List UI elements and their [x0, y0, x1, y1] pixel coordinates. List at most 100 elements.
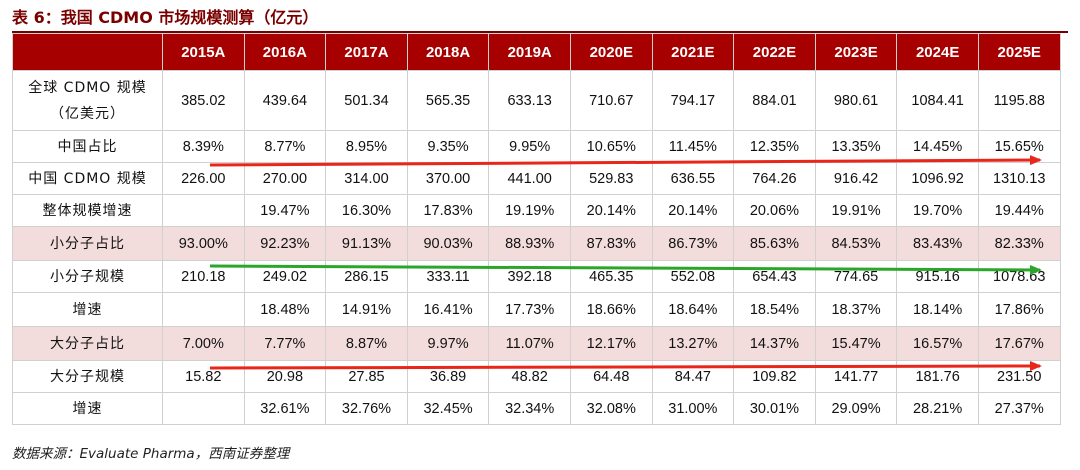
header-year: 2020E	[569, 33, 653, 71]
table-cell: 17.83%	[406, 194, 490, 227]
header-year: 2022E	[733, 33, 816, 71]
table-cell: 439.64	[243, 70, 327, 131]
source-note: 数据来源：Evaluate Pharma，西南证券整理	[12, 446, 290, 462]
table-row: 小分子规模 210.18 249.02 286.15 333.11 392.18 465.3…	[12, 260, 1061, 293]
table-cell: 29.09%	[814, 392, 898, 425]
title-rule	[12, 31, 1068, 33]
table-cell: 9.97%	[406, 326, 490, 361]
table-cell: 884.01	[733, 70, 816, 131]
table-cell: 20.14%	[569, 194, 653, 227]
table-container: 2015A 2016A 2017A 2018A 2019A 2020E 2021E 2022E…	[12, 33, 1061, 425]
table-cell: 636.55	[651, 162, 735, 195]
table-cell: 48.82	[488, 360, 571, 393]
table-row: 大分子规模 15.82 20.98 27.85 36.89 48.82 64.48 84.47…	[12, 360, 1061, 393]
table-cell	[162, 292, 245, 327]
table-cell: 13.35%	[814, 130, 898, 163]
table-cell: 11.07%	[488, 326, 571, 361]
table-cell: 7.00%	[162, 326, 245, 361]
table-cell: 1078.63	[977, 260, 1061, 293]
table-cell: 91.13%	[325, 226, 408, 261]
table-cell: 14.91%	[325, 292, 408, 327]
table-cell: 14.37%	[733, 326, 816, 361]
row-label: 小分子规模	[12, 260, 163, 293]
table-cell	[162, 194, 245, 227]
row-label: 中国 CDMO 规模	[12, 162, 163, 195]
table-cell: 794.17	[651, 70, 735, 131]
table-cell: 83.43%	[896, 226, 979, 261]
table-row: 全球 CDMO 规模 （亿美元） 385.02 439.64 501.34 565.35…	[12, 70, 1061, 131]
table-cell: 18.66%	[569, 292, 653, 327]
table-cell: 552.08	[651, 260, 735, 293]
row-label: 大分子规模	[12, 360, 163, 393]
table-cell: 501.34	[325, 70, 408, 131]
table-cell: 141.77	[814, 360, 898, 393]
table-cell: 333.11	[406, 260, 490, 293]
table-cell: 85.63%	[733, 226, 816, 261]
table-row: 中国占比 8.39% 8.77% 8.95% 9.35% 9.95% 10.65% 11.45…	[12, 130, 1061, 163]
header-corner	[12, 33, 163, 71]
table-cell: 8.87%	[325, 326, 408, 361]
table-title: 表 6：我国 CDMO 市场规模测算（亿元）	[12, 8, 319, 27]
table-cell: 27.85	[325, 360, 408, 393]
table-cell: 8.95%	[325, 130, 408, 163]
table-row: 大分子占比 7.00% 7.77% 8.87% 9.97% 11.07% 12.17% 13.…	[12, 326, 1061, 361]
table-cell: 32.08%	[569, 392, 653, 425]
table-cell: 90.03%	[406, 226, 490, 261]
table-cell: 31.00%	[651, 392, 735, 425]
table-cell: 18.64%	[651, 292, 735, 327]
header-year: 2021E	[651, 33, 735, 71]
table-cell: 88.93%	[488, 226, 571, 261]
table-cell: 654.43	[733, 260, 816, 293]
table-cell: 8.39%	[162, 130, 245, 163]
row-label: 整体规模增速	[12, 194, 163, 227]
table-cell: 19.91%	[814, 194, 898, 227]
table-cell: 28.21%	[896, 392, 979, 425]
table-cell: 14.45%	[896, 130, 979, 163]
table-cell	[162, 392, 245, 425]
table-cell: 17.86%	[977, 292, 1061, 327]
header-year: 2025E	[977, 33, 1061, 71]
row-label: 增速	[12, 292, 163, 327]
table-cell: 565.35	[406, 70, 490, 131]
table-cell: 249.02	[243, 260, 327, 293]
table-cell: 15.82	[162, 360, 245, 393]
table-cell: 17.67%	[977, 326, 1061, 361]
table-cell: 392.18	[488, 260, 571, 293]
row-label: 增速	[12, 392, 163, 425]
table-cell: 7.77%	[243, 326, 327, 361]
table-cell: 19.44%	[977, 194, 1061, 227]
table-cell: 370.00	[406, 162, 490, 195]
table-cell: 12.17%	[569, 326, 653, 361]
table-cell: 231.50	[977, 360, 1061, 393]
table-cell: 774.65	[814, 260, 898, 293]
table-cell: 226.00	[162, 162, 245, 195]
table-cell: 9.35%	[406, 130, 490, 163]
table-cell: 181.76	[896, 360, 979, 393]
row-label: 大分子占比	[12, 326, 163, 361]
table-cell: 30.01%	[733, 392, 816, 425]
table-cell: 1096.92	[896, 162, 979, 195]
table-cell: 16.41%	[406, 292, 490, 327]
table-cell: 18.48%	[243, 292, 327, 327]
table-cell: 16.30%	[325, 194, 408, 227]
table-cell: 32.34%	[488, 392, 571, 425]
table-cell: 18.37%	[814, 292, 898, 327]
table-cell: 86.73%	[651, 226, 735, 261]
header-year: 2024E	[896, 33, 979, 71]
table-cell: 36.89	[406, 360, 490, 393]
table-cell: 19.19%	[488, 194, 571, 227]
table-cell: 1195.88	[977, 70, 1061, 131]
table-cell: 11.45%	[651, 130, 735, 163]
table-cell: 18.14%	[896, 292, 979, 327]
table-cell: 915.16	[896, 260, 979, 293]
table-cell: 710.67	[569, 70, 653, 131]
table-cell: 8.77%	[243, 130, 327, 163]
table-row: 增速 18.48% 14.91% 16.41% 17.73% 18.66% 18.64% 18…	[12, 292, 1061, 327]
table-cell: 385.02	[162, 70, 245, 131]
table-cell: 20.98	[243, 360, 327, 393]
row-label: 中国占比	[12, 130, 163, 163]
table-cell: 1084.41	[896, 70, 979, 131]
cdmo-table: 2015A 2016A 2017A 2018A 2019A 2020E 2021E 2022E…	[12, 33, 1061, 425]
table-cell: 529.83	[569, 162, 653, 195]
table-cell: 64.48	[569, 360, 653, 393]
